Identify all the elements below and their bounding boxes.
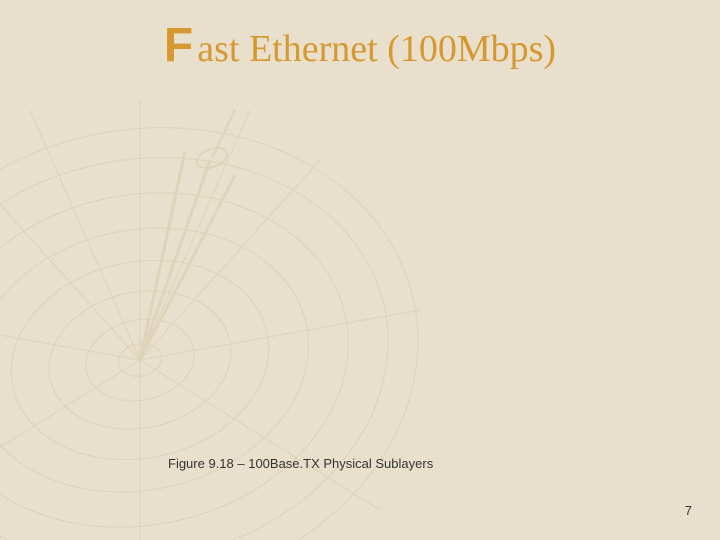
title-dropcap: F [164, 19, 193, 72]
slide-title: F ast Ethernet (100Mbps) [0, 18, 720, 73]
figure-caption: Figure 9.18 – 100Base.TX Physical Sublay… [168, 456, 433, 471]
title-text: ast Ethernet (100Mbps) [197, 28, 556, 70]
page-number: 7 [685, 503, 692, 518]
